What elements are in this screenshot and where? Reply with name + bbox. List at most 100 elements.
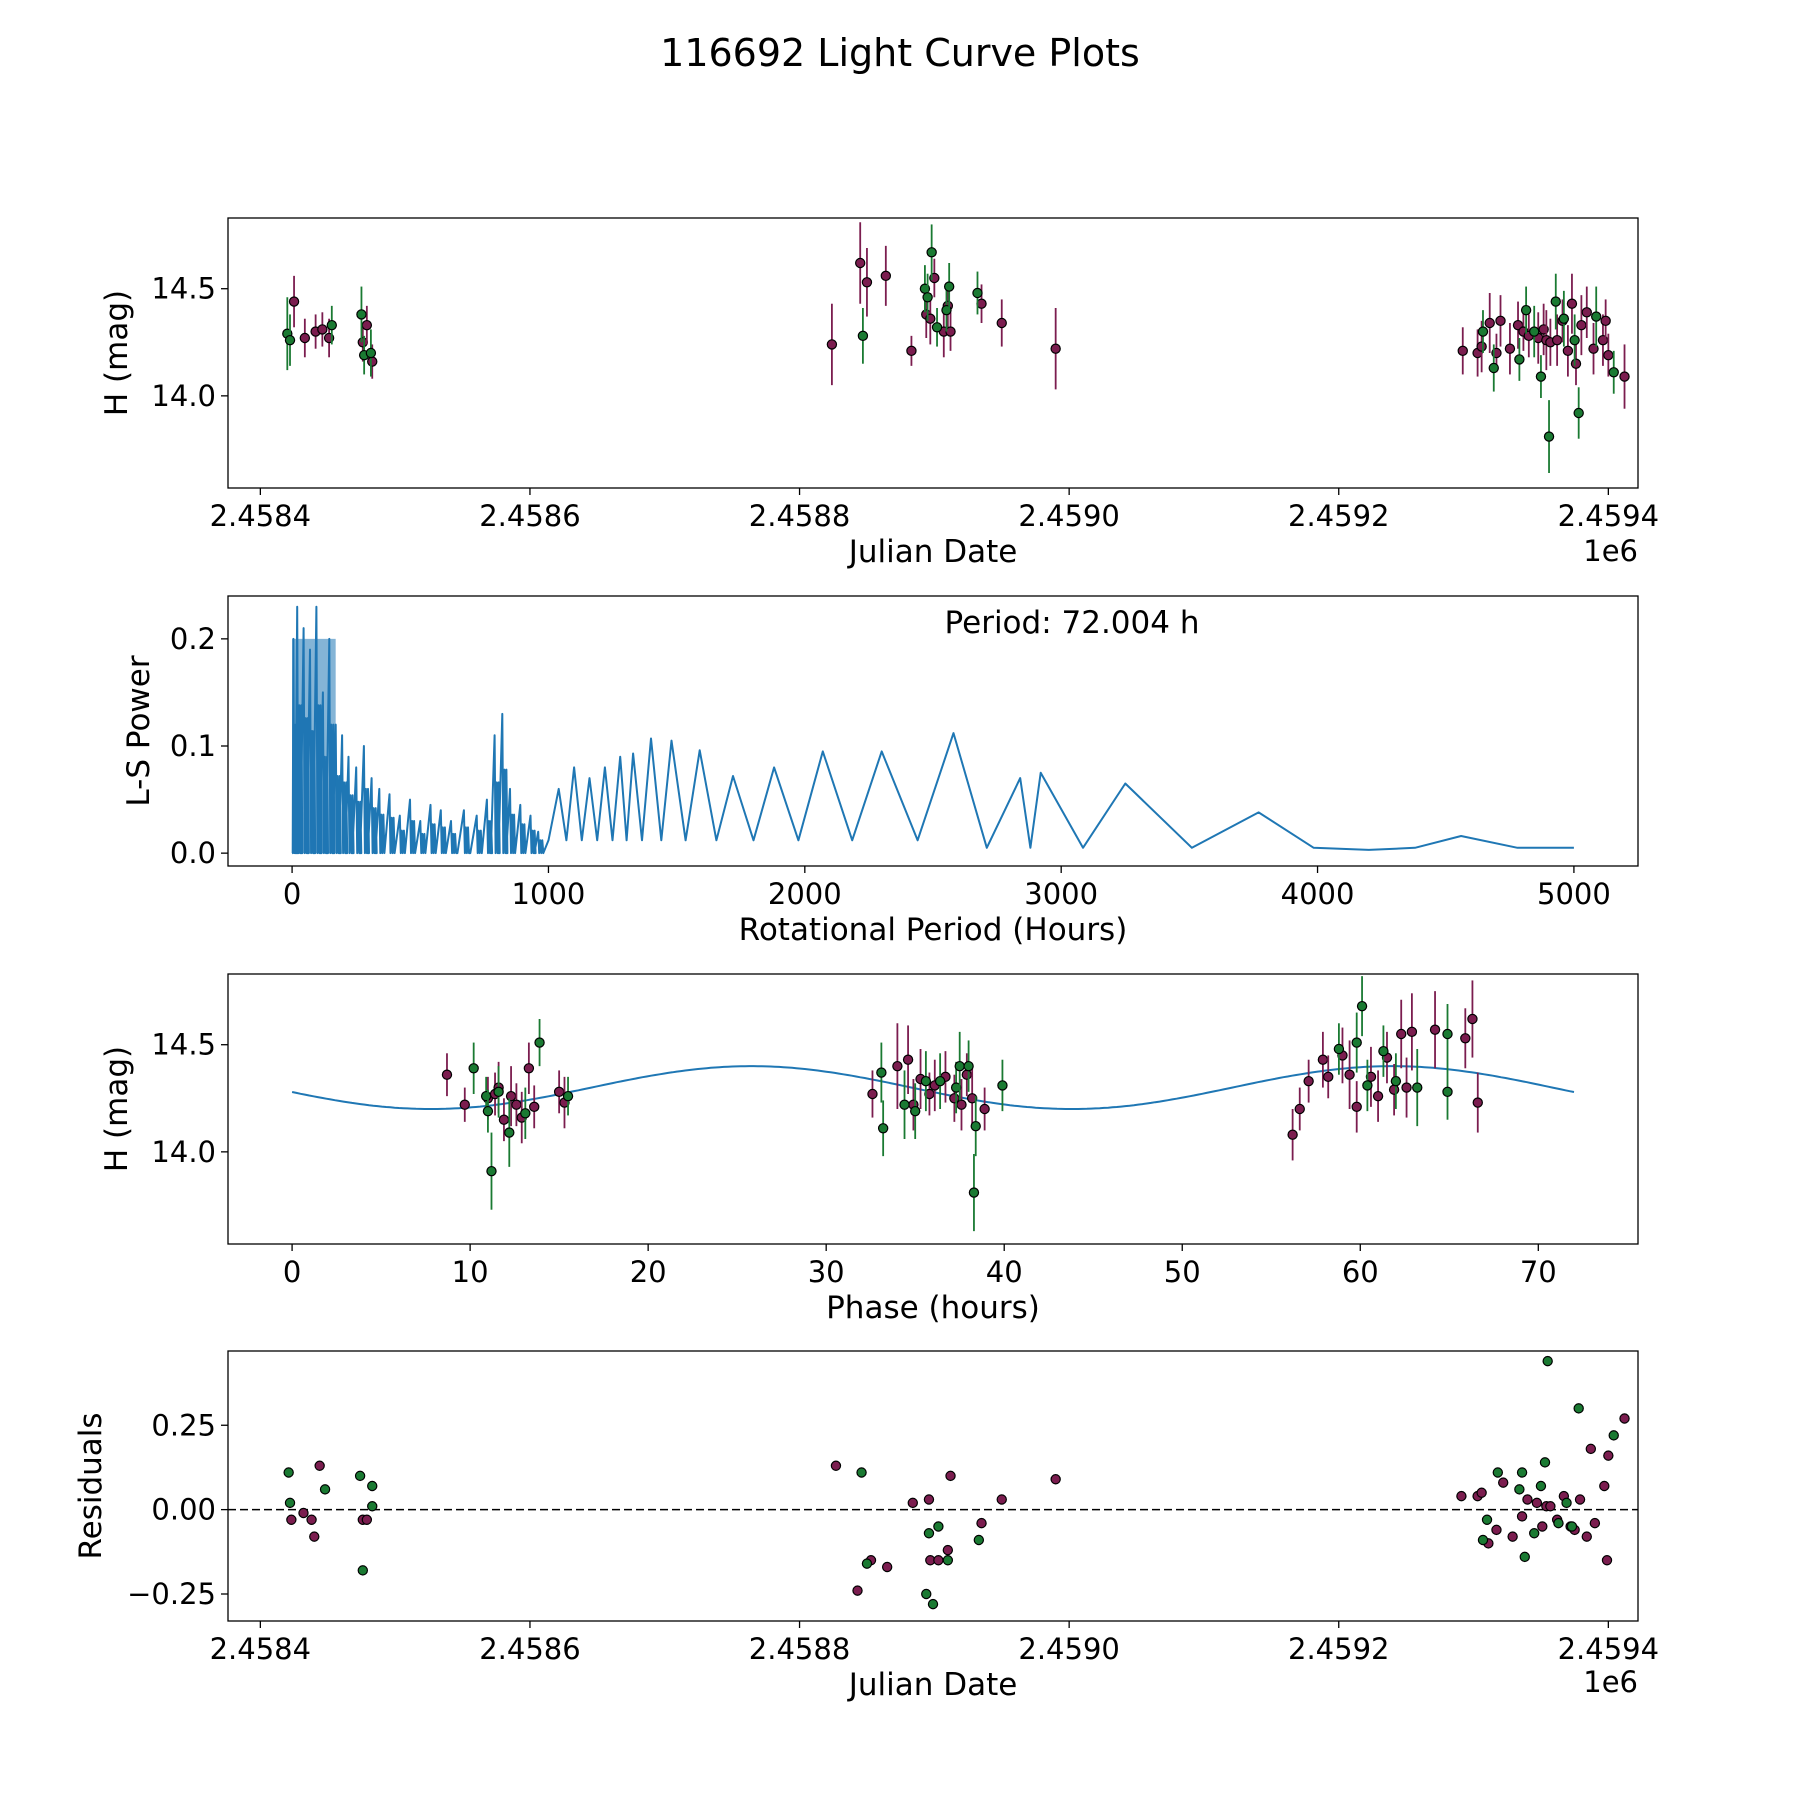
data-point-green: [1412, 1082, 1423, 1093]
data-point-magenta: [498, 1114, 510, 1125]
data-point-magenta: [1522, 1494, 1533, 1505]
data-point-green: [933, 1521, 944, 1532]
y-axis-label: L-S Power: [121, 655, 157, 806]
figure-title: 116692 Light Curve Plots: [660, 31, 1140, 75]
data-point-green: [922, 292, 933, 303]
y-tick-label: 14.0: [151, 379, 216, 413]
data-point-green: [1520, 304, 1532, 316]
data-point-magenta: [299, 332, 311, 344]
x-tick-label: 2.4594: [1558, 499, 1659, 533]
data-point-green: [1591, 311, 1602, 322]
data-point-magenta: [942, 1544, 954, 1556]
data-point-green: [482, 1105, 494, 1117]
data-point-magenta: [1303, 1075, 1314, 1087]
data-point-magenta: [314, 1460, 325, 1471]
data-point-green: [968, 1187, 980, 1198]
data-point-magenta: [1576, 319, 1587, 331]
data-point-green: [1442, 1028, 1453, 1040]
x-axis-label: Julian Date: [847, 1667, 1018, 1703]
data-point-magenta: [1574, 1494, 1586, 1505]
data-point-magenta: [441, 1069, 453, 1080]
data-point-green: [1442, 1086, 1453, 1098]
x-tick-label: 50: [1164, 1255, 1201, 1289]
plot-area: 2.4584 2.4586 2.4588 2.4590 2.4592 2.4594 −0.2…: [127, 1355, 1659, 1666]
period-annotation: Period: 72.004 h: [945, 605, 1200, 641]
data-point-magenta: [923, 1494, 935, 1505]
data-point-green: [367, 1501, 378, 1512]
data-point-magenta: [867, 1088, 878, 1100]
data-point-magenta: [1050, 1474, 1061, 1485]
data-point-green: [923, 1528, 935, 1539]
data-point-green: [876, 1067, 887, 1078]
data-point-magenta: [505, 1090, 517, 1102]
data-point-magenta: [1619, 371, 1630, 382]
data-point-magenta: [1457, 345, 1468, 357]
data-point-magenta: [1504, 343, 1516, 354]
data-point-magenta: [1516, 1511, 1528, 1522]
x-axis-label: Rotational Period (Hours): [739, 912, 1128, 948]
data-point-green: [973, 1534, 985, 1546]
x-tick-label: 10: [452, 1255, 489, 1289]
data-point-magenta: [1491, 1524, 1502, 1536]
data-point-green: [354, 1470, 366, 1482]
plot-area: 0 10 20 30 40 50 60 70 14.0 14.5: [151, 976, 1575, 1289]
data-point-magenta: [1317, 1054, 1329, 1065]
data-point-magenta: [1545, 1501, 1556, 1512]
y-tick-label: 0.25: [151, 1408, 216, 1442]
data-point-green: [326, 319, 337, 331]
data-point-magenta: [1600, 315, 1611, 327]
data-point-magenta: [1589, 1517, 1601, 1529]
x-tick-label: 60: [1342, 1255, 1379, 1289]
data-point-magenta: [361, 1514, 373, 1525]
data-point-green: [926, 247, 937, 258]
data-point-magenta: [1566, 298, 1578, 309]
data-point-green: [1492, 1467, 1504, 1478]
data-point-magenta: [826, 339, 838, 350]
data-point-magenta: [553, 1086, 565, 1098]
data-point-green: [367, 1480, 378, 1492]
data-point-green: [920, 1075, 932, 1087]
data-point-magenta: [1619, 1413, 1630, 1424]
data-point-magenta: [1570, 358, 1582, 369]
y-axis-label: H (mag): [99, 290, 135, 416]
x-axis-label: Phase (hours): [826, 1290, 1040, 1326]
data-point-green: [1481, 1514, 1493, 1525]
y-tick-label: 14.0: [151, 1135, 216, 1169]
y-tick-label: 0.0: [170, 836, 216, 870]
data-point-green: [1514, 1484, 1525, 1495]
data-point-green: [1529, 326, 1540, 337]
data-point-green: [520, 1108, 531, 1119]
x-tick-label: 5000: [1537, 877, 1611, 911]
y-tick-label: 0.2: [170, 622, 216, 656]
data-point-magenta: [961, 1069, 973, 1080]
data-point-green: [899, 1099, 910, 1110]
data-point-magenta: [306, 1514, 317, 1525]
data-point-magenta: [979, 1103, 990, 1115]
data-point-green: [1573, 1403, 1584, 1414]
data-point-green: [486, 1165, 497, 1177]
data-point-magenta: [1484, 317, 1495, 329]
data-point-green: [1390, 1075, 1402, 1087]
data-point-magenta: [1396, 1028, 1407, 1040]
data-point-magenta: [1429, 1024, 1441, 1035]
data-point-magenta: [1562, 345, 1574, 357]
data-point-magenta: [830, 1460, 842, 1471]
data-point-magenta: [996, 317, 1007, 329]
data-point-magenta: [1599, 1480, 1610, 1492]
data-point-green: [504, 1127, 515, 1138]
data-point-green: [356, 309, 367, 320]
data-point-green: [877, 1123, 889, 1134]
plot-frame: [227, 1350, 1639, 1622]
data-point-green: [954, 1060, 965, 1072]
data-point-green: [1553, 1517, 1564, 1529]
x-tick-label: 2.4592: [1288, 499, 1389, 533]
plot-area: 2.4584 2.4586 2.4588 2.4590 2.4592 2.4594 14.0…: [151, 222, 1659, 533]
data-point-green: [972, 287, 983, 299]
data-point-green: [1543, 431, 1555, 442]
y-tick-label: 14.5: [151, 272, 216, 306]
data-point-green: [856, 1467, 867, 1478]
data-point-green: [1477, 326, 1489, 337]
data-point-green: [562, 1090, 574, 1102]
data-point-magenta: [1294, 1103, 1305, 1115]
